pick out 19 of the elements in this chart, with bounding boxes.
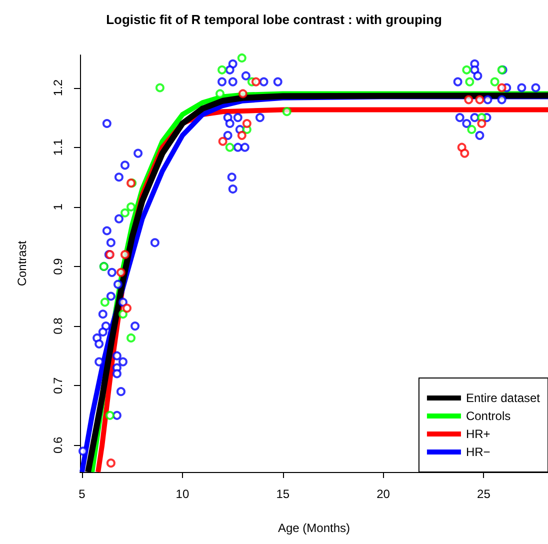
y-tick-label: 0.6: [51, 436, 65, 454]
chart-title: Logistic fit of R temporal lobe contrast : with grouping: [106, 12, 442, 27]
y-tick-label: 0.7: [51, 376, 65, 394]
y-tick-label: 1.1: [51, 138, 65, 156]
legend-label: Entire dataset: [466, 391, 541, 405]
x-tick-label: 10: [176, 487, 190, 501]
y-tick-label: 1: [51, 203, 65, 210]
legend-label: HR−: [466, 445, 490, 459]
x-axis-title: Age (Months): [278, 521, 350, 535]
x-tick-label: 5: [78, 487, 86, 501]
x-tick-label: 25: [477, 487, 491, 501]
y-tick-label: 0.9: [51, 258, 65, 275]
legend-label: Controls: [466, 409, 511, 423]
y-tick-label: 1.2: [51, 79, 65, 96]
x-tick-label: 20: [376, 487, 390, 501]
x-tick-label: 15: [276, 487, 290, 501]
y-axis-title: Contrast: [15, 240, 29, 286]
y-tick-label: 0.8: [51, 317, 65, 334]
legend-label: HR+: [466, 427, 490, 441]
